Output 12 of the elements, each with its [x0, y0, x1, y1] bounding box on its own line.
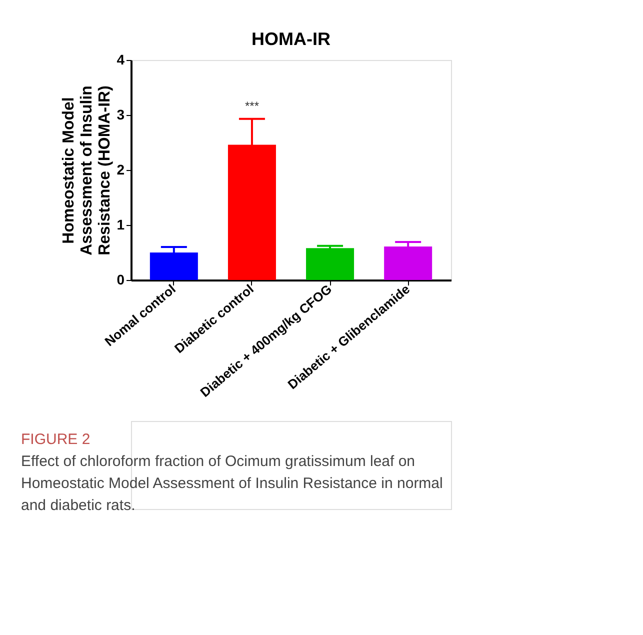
- y-tick-label: 4: [116, 52, 125, 68]
- y-tick-label: 0: [116, 272, 125, 288]
- bar: [306, 248, 354, 280]
- bar: [384, 246, 432, 280]
- caption: FIGURE 2: [21, 431, 90, 448]
- y-tick-label: 3: [116, 106, 125, 122]
- annotation: ***: [244, 98, 260, 113]
- chart-title: HOMA-IR: [252, 29, 330, 49]
- y-tick-label: 1: [116, 216, 125, 232]
- y-tick-label: 2: [116, 162, 125, 178]
- y-axis-title: Homeostatic Model Assessment of Insulin Resistance (HOMA-IR): [60, 86, 114, 256]
- text: Effect of chloroform fraction of Ocimum gratissimum leaf on Homeostatic Model Assessment of Insulin Resistance in normal and diabetic rats.: [21, 453, 443, 514]
